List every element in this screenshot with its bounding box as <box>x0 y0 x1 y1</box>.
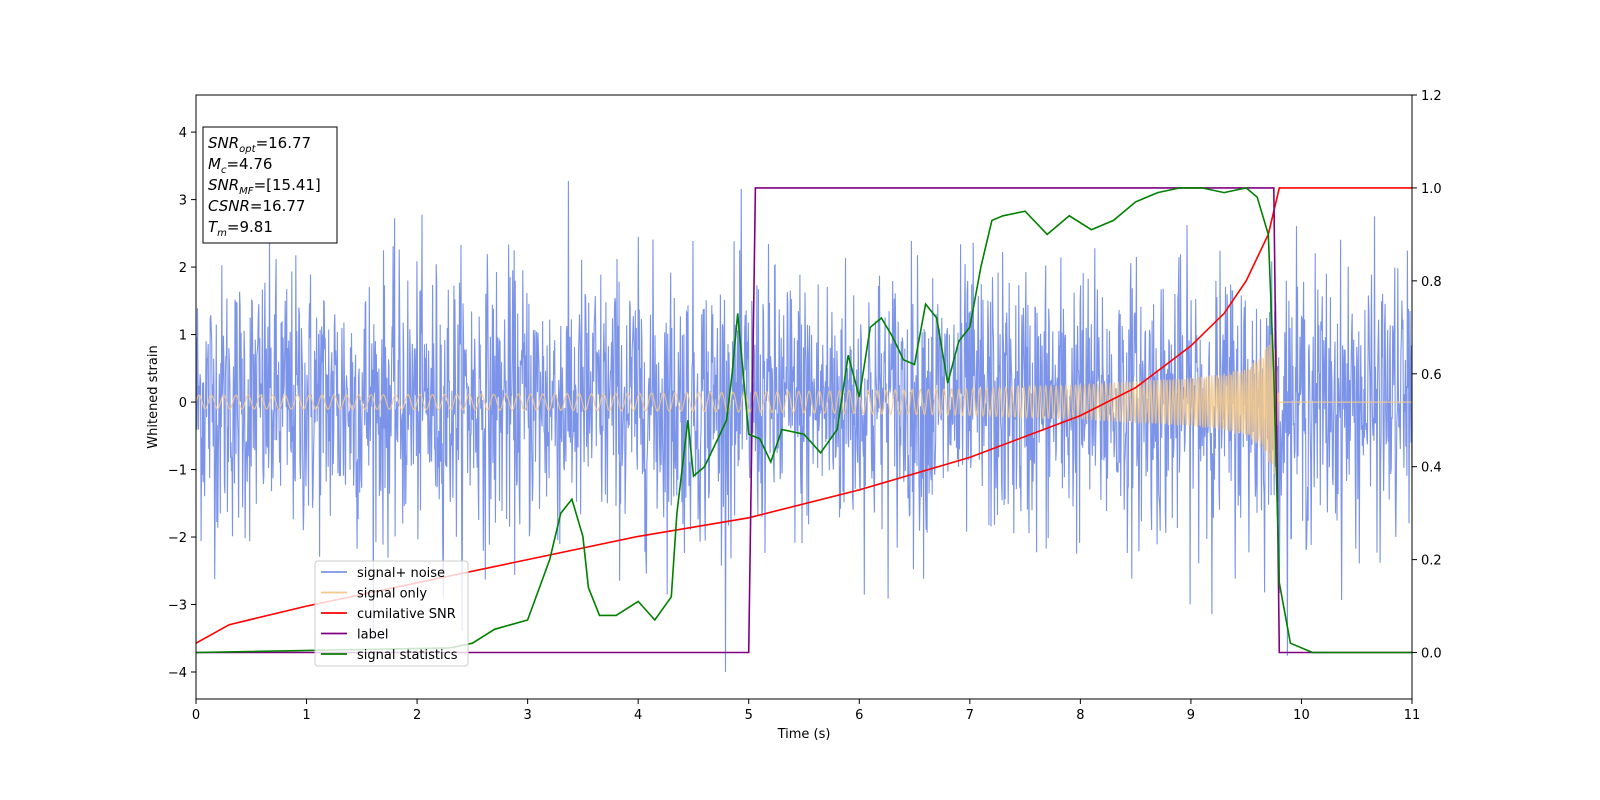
y-tick-label: −2 <box>168 531 187 546</box>
info-box-line: SNRopt=16.77 <box>208 134 311 155</box>
x-tick-label: 10 <box>1293 708 1310 723</box>
legend-label: signal only <box>357 587 427 602</box>
info-box-line: CSNR=16.77 <box>208 197 305 215</box>
x-tick-label: 7 <box>966 708 974 723</box>
info-box-line: Tm=9.81 <box>208 218 273 239</box>
x-tick-label: 6 <box>855 708 863 723</box>
legend-frame <box>314 560 469 667</box>
y-tick-label: 3 <box>179 194 187 209</box>
x-tick-label: 1 <box>302 708 310 723</box>
y2-tick-label: 0.2 <box>1421 554 1442 569</box>
y2-tick-label: 1.2 <box>1421 89 1442 104</box>
x-tick-label: 3 <box>523 708 531 723</box>
y2-tick-label: 0.8 <box>1421 275 1442 290</box>
info-box-line: SNRMF=[15.41] <box>208 176 321 197</box>
series-line-signal-noise <box>196 180 1412 673</box>
x-tick-label: 9 <box>1187 708 1195 723</box>
y2-tick-label: 0.0 <box>1421 647 1442 662</box>
series-line-label <box>196 187 1412 654</box>
y-tick-label: 0 <box>179 396 187 411</box>
y-axis-left-ticks: −4 −3 −2 −1 0 1 2 3 4 <box>168 126 196 681</box>
y-axis-label: Whitened strain <box>146 345 161 448</box>
info-box-frame <box>202 126 338 244</box>
y-tick-label: −1 <box>168 464 187 479</box>
info-box-line: Mc=4.76 <box>208 155 272 176</box>
series-line-signal-only <box>196 332 1412 474</box>
y-tick-label: −4 <box>168 666 187 681</box>
legend-label: signal statistics <box>357 648 458 663</box>
info-box: SNRopt=16.77Mc=4.76SNRMF=[15.41]CSNR=16.… <box>202 126 338 244</box>
x-tick-label: 5 <box>745 708 753 723</box>
y-tick-label: −3 <box>168 599 187 614</box>
x-tick-label: 2 <box>413 708 421 723</box>
y-tick-label: 2 <box>179 261 187 276</box>
y2-tick-label: 0.6 <box>1421 368 1442 383</box>
legend-label: cumilative SNR <box>357 607 456 622</box>
y-tick-label: 4 <box>179 126 187 141</box>
x-axis-label: Time (s) <box>777 727 831 742</box>
x-tick-label: 11 <box>1404 708 1421 723</box>
x-tick-label: 4 <box>634 708 642 723</box>
x-axis-ticks: 0 1 2 3 4 5 6 7 8 9 10 11 <box>192 699 1420 723</box>
legend-label: signal+ noise <box>357 566 445 581</box>
y-tick-label: 1 <box>179 329 187 344</box>
plot-frame <box>195 94 1413 700</box>
x-tick-label: 8 <box>1076 708 1084 723</box>
series-line-signal-statistics <box>196 187 1412 654</box>
y-axis-right-ticks: 0.0 0.2 0.4 0.6 0.8 1.0 1.2 <box>1412 89 1442 662</box>
y2-tick-label: 0.4 <box>1421 461 1442 476</box>
y2-tick-label: 1.0 <box>1421 182 1442 197</box>
x-tick-label: 0 <box>192 708 200 723</box>
legend: signal+ noise signal only cumilative SNR la… <box>314 560 469 667</box>
legend-label: label <box>357 628 388 643</box>
